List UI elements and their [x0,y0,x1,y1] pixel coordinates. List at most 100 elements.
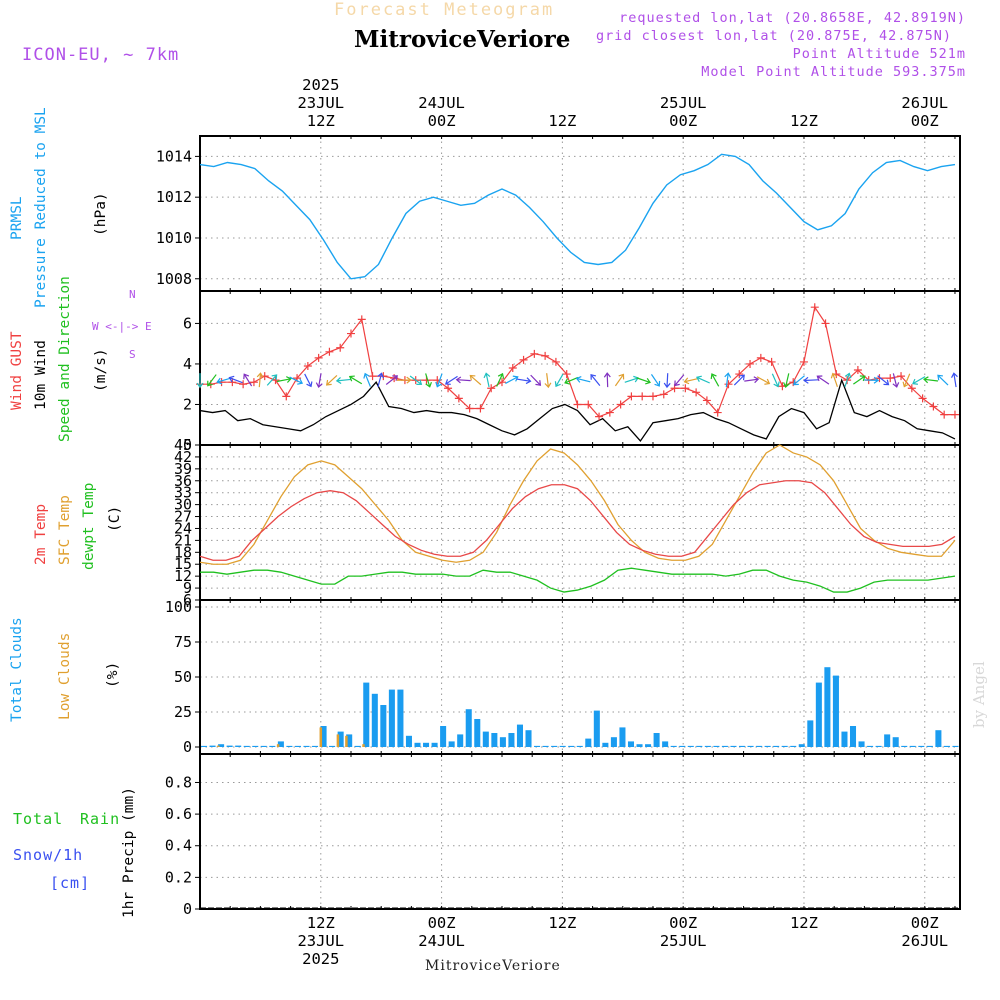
gust-point [519,355,528,364]
gust-point [584,400,593,409]
gust-point [810,303,819,312]
wind-direction-arrow [363,372,371,387]
total-cloud-bar [721,745,728,747]
wind-arrow-head [590,373,597,380]
wind-arrow-head [444,379,451,385]
compass-west-east: W <-|-> E [92,320,152,333]
low-cloud-bar [336,734,340,747]
wind-arrow-head [575,375,582,383]
total-cloud-bar [380,705,387,747]
wind-direction-arrow [783,373,790,388]
total-cloud-bar [457,734,464,747]
wind-direction-arrow [892,373,900,388]
time-label-line: 26JUL [901,94,949,112]
time-label-line: 12Z [306,112,335,130]
series-sfc-temp-line [199,444,956,565]
total-cloud-bar [568,745,575,747]
total-cloud-bar [815,682,822,747]
y-tick-label: 1008 [156,270,192,288]
wind-direction-arrow [396,376,412,384]
wind-arrow-shaft [576,377,591,383]
wind-arrow-head [739,374,745,381]
gust-point [249,378,258,387]
total-cloud-bar [892,737,899,747]
y-tick-label: 4 [183,355,192,373]
wind-direction-arrow [385,375,399,385]
gust-point [454,394,463,403]
y-tick-label: 25 [174,703,192,721]
wind-arrow-shaft [923,378,939,382]
wind-direction-arrow [228,375,243,384]
wind-arrow-shaft [207,374,217,387]
time-label-line: 12Z [548,914,577,932]
bottom-time-label: 12Z [749,914,859,932]
total-cloud-bar [636,744,643,747]
wind-arrow-head [243,373,250,380]
wind-arrow-head [654,380,661,387]
total-cloud-bar [858,741,865,747]
total-cloud-bar [738,745,746,747]
wind-direction-arrow [733,374,745,386]
wind-arrow-shaft [793,375,805,386]
gust-point [562,370,571,379]
y-tick-label: 0.6 [165,805,192,823]
top-time-label: 12Z [749,112,859,130]
total-cloud-bar [559,745,566,747]
wind-direction-arrow [216,377,231,385]
gust-point [692,388,701,397]
wind-direction-arrow [243,373,253,387]
wind-direction-arrow [650,374,661,387]
wind-arrow-head [793,379,799,386]
time-label-line: 12Z [548,112,577,130]
y-tick-label: 0.8 [165,773,192,791]
y-tick-label: 6 [183,314,192,332]
requested-coords: requested lon,lat (20.8658E, 42.8919N) [619,10,966,26]
y-tick-label: 9 [183,579,192,597]
wind-direction-arrow [325,374,338,386]
total-cloud-bar [773,745,780,747]
wind-arrow-head [873,376,880,384]
wind-arrow-shaft [364,373,371,387]
total-cloud-bar [687,745,694,747]
gust-point [659,390,668,399]
wind-direction-arrow [624,375,640,383]
total-cloud-bar [474,719,481,747]
total-cloud-bar [329,745,336,747]
total-cloud-bar [679,745,686,747]
wind-arrow-shaft [684,377,699,383]
time-label-line: 00Z [910,112,939,130]
total-cloud-bar [619,727,626,747]
gust-point [799,357,808,366]
wind-direction-arrow [377,372,384,388]
wind-direction-arrow [830,372,838,387]
gust-point [357,315,366,324]
wind-arrow-head [803,376,809,384]
gust-point [303,361,312,370]
total-cloud-bar [363,682,370,747]
total-cloud-bar [653,733,660,747]
y-tick-label: 24 [174,519,192,537]
panel-frame [199,753,961,910]
total-cloud-bar [235,745,242,747]
wind-direction-arrow [276,376,292,383]
wind-arrow-shaft [546,373,549,388]
wind-direction-arrow [877,375,890,386]
wind-arrow-head [554,381,561,388]
gust-point [476,404,485,413]
model-altitude: Model Point Altitude 593.375m [701,64,966,80]
wind-direction-arrow [483,372,491,388]
total-cloud-bar [875,745,882,747]
gust-point [487,384,496,393]
wind-arrow-head [535,380,542,386]
top-time-label: 25JUL 00Z [628,94,738,130]
wind-arrow-head [512,375,519,382]
y-tick-label: 0.2 [165,868,192,886]
total-cloud-bar [542,745,549,747]
total-cloud-bar [551,745,558,747]
gust-point [530,349,539,358]
wind-direction-arrow [425,373,432,388]
gust-point [724,380,733,389]
wind-arrow-shaft [636,377,651,384]
total-cloud-bar [303,745,310,747]
wind-arrow-head [435,381,442,388]
